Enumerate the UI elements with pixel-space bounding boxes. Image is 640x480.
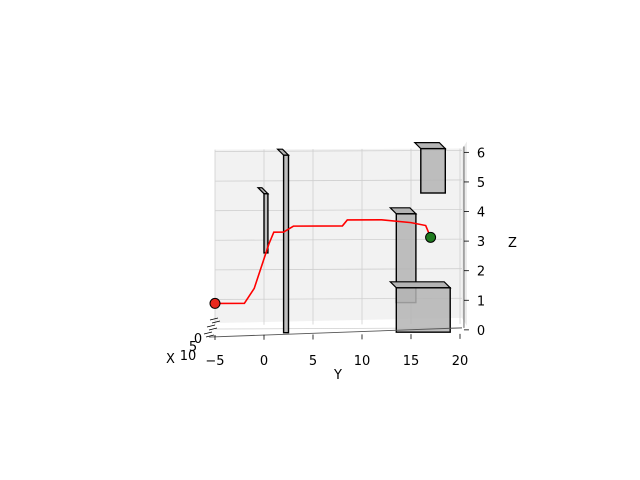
x-tick-mark [205,334,215,338]
y-axis-ticks: −5 0 5 10 15 20 [205,333,469,369]
y-tick-label: −5 [205,354,224,369]
obstacle-floor-box [388,281,452,333]
grid-line-z [215,268,462,271]
obstacle-high-box [413,142,447,194]
path-line [214,219,432,305]
x-tick-mark [206,324,216,328]
grid-line-z [215,209,462,212]
z-tick-label: 3 [477,235,485,250]
obstacle-front-face [282,154,290,334]
side-pane [461,141,467,326]
z-tick-label: 6 [477,146,485,161]
x-tick-label: 10 [180,349,197,364]
y-tick-label: 5 [309,354,317,369]
y-tick-label: 0 [260,354,268,369]
z-axis-label: Z [508,236,517,251]
obstacle-front-face [420,147,446,194]
obstacle-front-face [395,287,451,333]
x-axis-label: X [166,352,175,367]
z-tick-label: 0 [477,324,485,339]
y-tick-label: 20 [452,354,469,369]
obstacle-top-face [388,281,452,289]
obstacle-thin-pillar-b [276,148,290,334]
x-tick-mark [203,331,213,335]
y-axis-line [209,327,462,338]
y-tick-label: 10 [354,354,371,369]
x-tick-mark [211,320,221,324]
y-axis-label: Y [333,368,342,383]
grid-line-z [215,238,462,241]
goal-point [425,231,437,243]
z-tick-label: 1 [477,294,485,309]
z-tick-label: 5 [477,176,485,191]
z-axis-ticks: 0 1 2 3 4 5 6 [463,146,485,339]
x-tick-label: 5 [189,340,197,355]
obstacles [256,142,452,334]
start-point [209,297,221,309]
x-tick-label: 0 [194,332,202,347]
z-tick-label: 2 [477,265,485,280]
z-tick-label: 4 [477,206,485,221]
obstacle-top-face [413,142,447,150]
x-tick-mark [209,317,219,321]
axis-lines [209,146,465,338]
obstacle-tall-box [388,207,418,304]
obstacle-front-face [263,193,269,254]
x-tick-mark [208,327,218,331]
y-tick-label: 15 [403,354,420,369]
